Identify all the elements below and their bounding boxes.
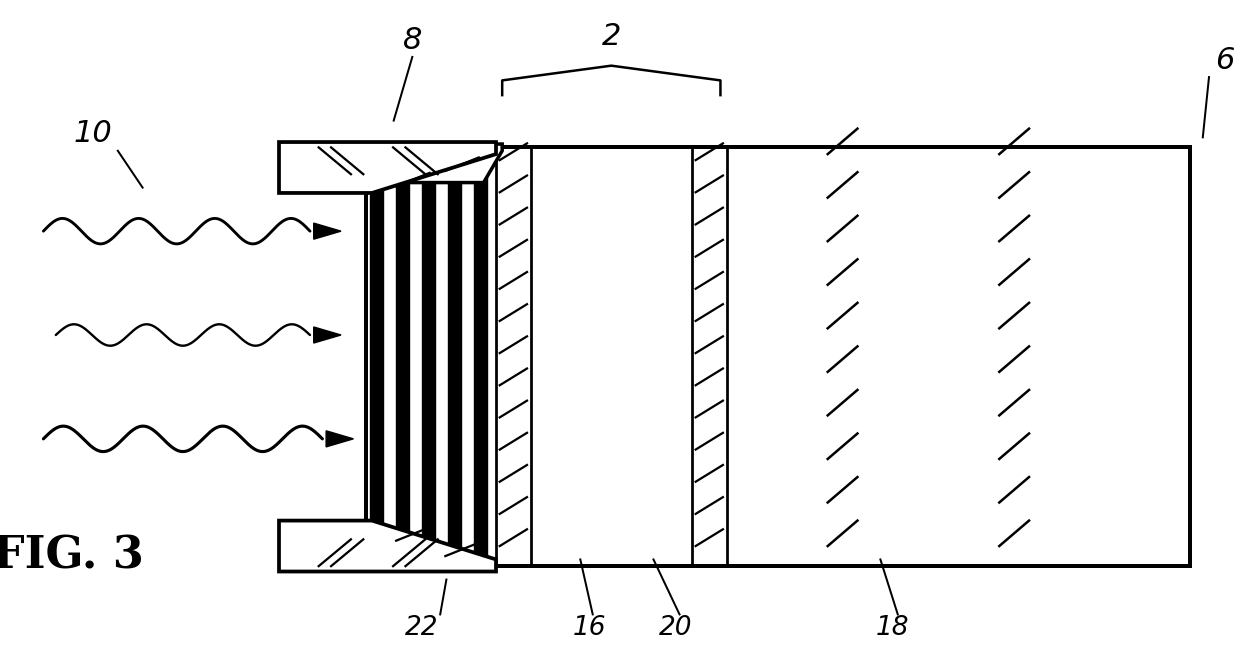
Bar (370, 147, 383, 566)
Polygon shape (314, 223, 341, 239)
Text: 22: 22 (404, 615, 439, 641)
Text: 20: 20 (658, 615, 693, 641)
Text: 16: 16 (572, 615, 606, 641)
Text: FIG. 3: FIG. 3 (0, 535, 144, 578)
Bar (422, 147, 435, 566)
Bar (366, 147, 1190, 566)
Polygon shape (285, 144, 502, 182)
Text: 6: 6 (1215, 46, 1235, 75)
Text: 8: 8 (403, 25, 422, 55)
Bar (396, 147, 409, 566)
Polygon shape (279, 521, 496, 572)
Text: 18: 18 (875, 615, 910, 641)
Bar (448, 147, 461, 566)
Text: 10: 10 (73, 119, 113, 149)
Polygon shape (279, 142, 496, 193)
Polygon shape (314, 327, 341, 343)
Bar (474, 147, 487, 566)
Polygon shape (326, 431, 353, 447)
Text: 2: 2 (601, 22, 621, 52)
